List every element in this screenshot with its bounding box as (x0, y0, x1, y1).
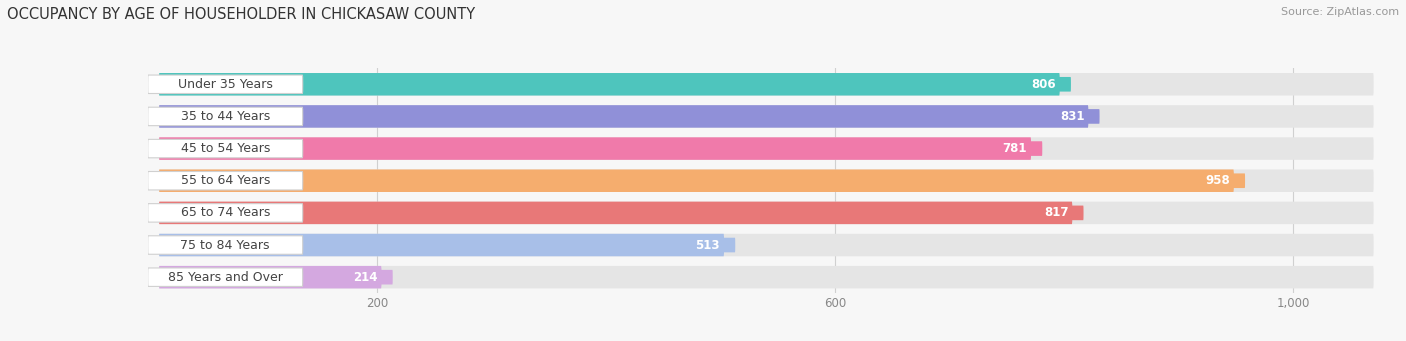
Text: Source: ZipAtlas.com: Source: ZipAtlas.com (1281, 7, 1399, 17)
Text: 817: 817 (1043, 206, 1069, 219)
FancyBboxPatch shape (148, 107, 302, 125)
Text: 214: 214 (353, 271, 377, 284)
FancyBboxPatch shape (159, 266, 381, 288)
FancyBboxPatch shape (159, 202, 1374, 224)
FancyBboxPatch shape (987, 141, 1042, 156)
Text: 513: 513 (696, 239, 720, 252)
FancyBboxPatch shape (148, 172, 302, 190)
FancyBboxPatch shape (148, 268, 302, 286)
Text: 958: 958 (1205, 174, 1230, 187)
Text: 85 Years and Over: 85 Years and Over (167, 271, 283, 284)
FancyBboxPatch shape (159, 73, 1374, 95)
Text: 35 to 44 Years: 35 to 44 Years (180, 110, 270, 123)
FancyBboxPatch shape (681, 238, 735, 252)
FancyBboxPatch shape (159, 234, 1374, 256)
FancyBboxPatch shape (1189, 174, 1246, 188)
Text: 65 to 74 Years: 65 to 74 Years (180, 206, 270, 219)
FancyBboxPatch shape (148, 139, 302, 158)
Text: 806: 806 (1031, 78, 1056, 91)
Text: 781: 781 (1002, 142, 1026, 155)
FancyBboxPatch shape (1045, 109, 1099, 124)
FancyBboxPatch shape (1029, 206, 1084, 220)
FancyBboxPatch shape (159, 169, 1374, 192)
FancyBboxPatch shape (148, 204, 302, 222)
Text: OCCUPANCY BY AGE OF HOUSEHOLDER IN CHICKASAW COUNTY: OCCUPANCY BY AGE OF HOUSEHOLDER IN CHICK… (7, 7, 475, 22)
FancyBboxPatch shape (159, 105, 1088, 128)
FancyBboxPatch shape (337, 270, 392, 284)
Text: 75 to 84 Years: 75 to 84 Years (180, 239, 270, 252)
FancyBboxPatch shape (159, 266, 1374, 288)
FancyBboxPatch shape (1017, 77, 1071, 92)
FancyBboxPatch shape (159, 169, 1234, 192)
FancyBboxPatch shape (159, 73, 1060, 95)
Text: 55 to 64 Years: 55 to 64 Years (180, 174, 270, 187)
FancyBboxPatch shape (159, 137, 1031, 160)
FancyBboxPatch shape (159, 105, 1374, 128)
FancyBboxPatch shape (159, 137, 1374, 160)
Text: 45 to 54 Years: 45 to 54 Years (180, 142, 270, 155)
FancyBboxPatch shape (159, 202, 1073, 224)
Text: 831: 831 (1060, 110, 1084, 123)
FancyBboxPatch shape (148, 75, 302, 93)
Text: Under 35 Years: Under 35 Years (177, 78, 273, 91)
FancyBboxPatch shape (148, 236, 302, 254)
FancyBboxPatch shape (159, 234, 724, 256)
